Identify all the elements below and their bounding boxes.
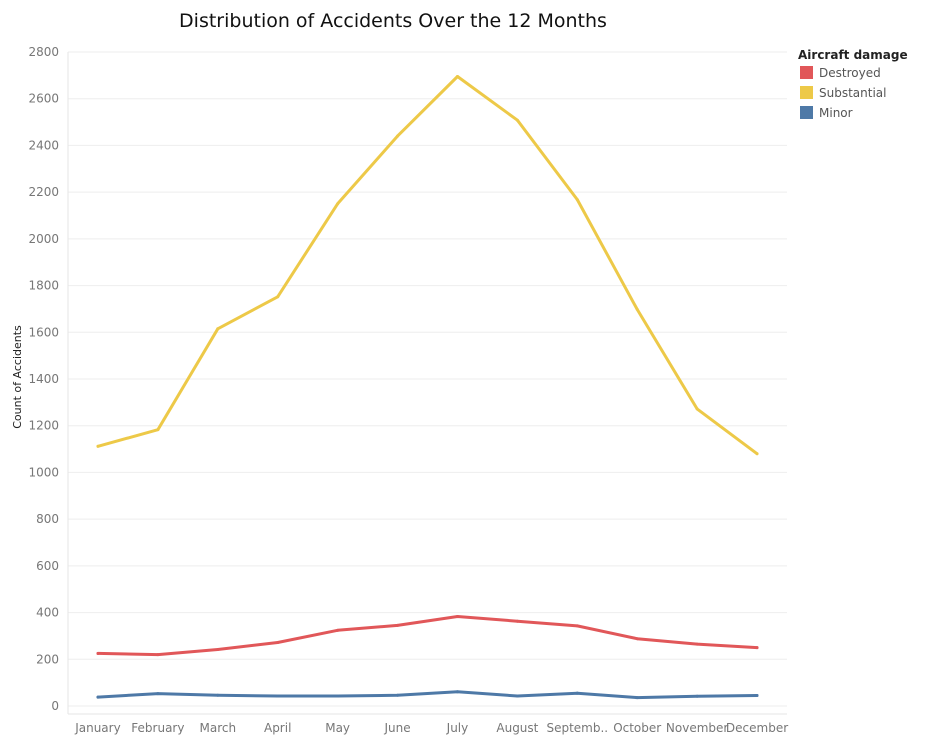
data-point-minor[interactable]	[575, 691, 579, 695]
chart-title: Distribution of Accidents Over the 12 Mo…	[179, 10, 607, 32]
legend-swatch-destroyed[interactable]	[800, 66, 813, 79]
legend-label-destroyed[interactable]: Destroyed	[819, 66, 881, 80]
y-tick-label: 2600	[28, 92, 59, 106]
y-axis-label: Count of Accidents	[11, 325, 24, 429]
y-tick-label: 2800	[28, 45, 59, 59]
data-point-substantial[interactable]	[635, 307, 639, 311]
data-point-substantial[interactable]	[156, 428, 160, 432]
data-point-minor[interactable]	[695, 694, 699, 698]
data-point-substantial[interactable]	[575, 198, 579, 202]
data-point-minor[interactable]	[216, 693, 220, 697]
data-point-minor[interactable]	[336, 694, 340, 698]
data-point-minor[interactable]	[515, 694, 519, 698]
legend-swatch-substantial[interactable]	[800, 86, 813, 99]
x-tick-label: July	[446, 721, 469, 735]
x-tick-label: November	[666, 721, 728, 735]
y-tick-label: 2400	[28, 138, 59, 152]
x-tick-label: April	[264, 721, 291, 735]
data-point-substantial[interactable]	[455, 75, 459, 79]
y-tick-label: 1600	[28, 325, 59, 339]
data-point-destroyed[interactable]	[575, 624, 579, 628]
data-point-minor[interactable]	[396, 693, 400, 697]
series-line-substantial[interactable]	[96, 75, 759, 456]
data-point-destroyed[interactable]	[216, 647, 220, 651]
data-point-substantial[interactable]	[396, 134, 400, 138]
data-point-substantial[interactable]	[755, 452, 759, 456]
y-tick-label: 2200	[28, 185, 59, 199]
data-point-substantial[interactable]	[216, 327, 220, 331]
data-point-destroyed[interactable]	[455, 615, 459, 619]
data-point-substantial[interactable]	[96, 444, 100, 448]
x-tick-label: December	[726, 721, 788, 735]
data-point-minor[interactable]	[156, 692, 160, 696]
data-point-destroyed[interactable]	[336, 628, 340, 632]
legend-swatch-minor[interactable]	[800, 106, 813, 119]
x-tick-label: October	[613, 721, 661, 735]
series-line-destroyed[interactable]	[96, 615, 759, 657]
data-point-destroyed[interactable]	[695, 642, 699, 646]
legend-label-minor[interactable]: Minor	[819, 106, 853, 120]
y-tick-label: 800	[36, 512, 59, 526]
data-point-destroyed[interactable]	[96, 651, 100, 655]
x-tick-label: March	[199, 721, 236, 735]
data-point-destroyed[interactable]	[396, 623, 400, 627]
legend-label-substantial[interactable]: Substantial	[819, 86, 886, 100]
series-lines	[96, 75, 759, 700]
data-point-destroyed[interactable]	[755, 646, 759, 650]
y-tick-label: 2000	[28, 232, 59, 246]
legend-title: Aircraft damage	[798, 48, 908, 62]
y-tick-label: 1400	[28, 372, 59, 386]
data-point-substantial[interactable]	[336, 202, 340, 206]
x-tick-label: Septemb..	[546, 721, 608, 735]
data-point-destroyed[interactable]	[276, 640, 280, 644]
x-tick-label: June	[383, 721, 410, 735]
legend[interactable]: Aircraft damage Destroyed Substantial Mino…	[798, 48, 908, 120]
y-tick-label: 1000	[28, 465, 59, 479]
data-point-substantial[interactable]	[695, 407, 699, 411]
data-point-destroyed[interactable]	[515, 619, 519, 623]
x-tick-label: January	[74, 721, 121, 735]
y-axis: 0 200 400 600 800 1000 1200 1400 1600 1800 2000 220…	[28, 45, 69, 714]
y-tick-label: 1800	[28, 279, 59, 293]
x-tick-label: February	[131, 721, 184, 735]
y-tick-label: 0	[51, 699, 59, 713]
x-tick-label: May	[325, 721, 350, 735]
y-tick-label: 1200	[28, 419, 59, 433]
y-tick-label: 200	[36, 652, 59, 666]
data-point-destroyed[interactable]	[635, 637, 639, 641]
data-point-minor[interactable]	[455, 690, 459, 694]
data-point-destroyed[interactable]	[156, 653, 160, 657]
data-point-substantial[interactable]	[515, 118, 519, 122]
data-point-substantial[interactable]	[276, 295, 280, 299]
y-tick-label: 600	[36, 559, 59, 573]
series-line-minor[interactable]	[96, 690, 759, 700]
x-tick-label: August	[496, 721, 538, 735]
data-point-minor[interactable]	[755, 693, 759, 697]
data-point-minor[interactable]	[635, 696, 639, 700]
data-point-minor[interactable]	[276, 694, 280, 698]
gridlines	[68, 51, 787, 707]
x-axis: January February March April May June July Augu…	[68, 713, 788, 735]
y-tick-label: 400	[36, 606, 59, 620]
data-point-minor[interactable]	[96, 695, 100, 699]
